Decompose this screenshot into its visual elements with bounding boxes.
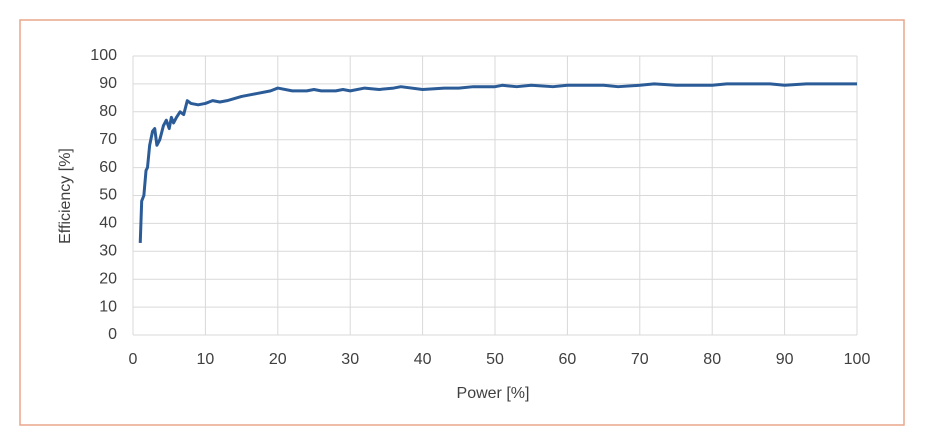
x-tick-label: 70 bbox=[631, 351, 649, 368]
data-line bbox=[138, 82, 857, 243]
y-tick-label: 80 bbox=[99, 103, 117, 120]
x-tick-label: 100 bbox=[844, 351, 871, 368]
x-axis-label: Power [%] bbox=[457, 385, 530, 402]
y-tick-label: 70 bbox=[99, 131, 117, 148]
x-tick-label: 90 bbox=[776, 351, 794, 368]
chart-frame bbox=[19, 19, 905, 426]
x-tick-label: 10 bbox=[197, 351, 215, 368]
y-tick-label: 50 bbox=[99, 187, 117, 204]
y-tick-label: 0 bbox=[108, 326, 117, 343]
x-tick-label: 80 bbox=[703, 351, 721, 368]
y-tick-label: 100 bbox=[90, 47, 117, 64]
x-tick-label: 0 bbox=[129, 351, 138, 368]
y-tick-label: 40 bbox=[99, 215, 117, 232]
y-tick-label: 30 bbox=[99, 243, 117, 260]
x-tick-label: 30 bbox=[341, 351, 359, 368]
y-tick-label: 10 bbox=[99, 298, 117, 315]
x-tick-label: 40 bbox=[414, 351, 432, 368]
x-tick-label: 50 bbox=[486, 351, 504, 368]
y-tick-label: 90 bbox=[99, 75, 117, 92]
x-tick-label: 60 bbox=[559, 351, 577, 368]
x-tick-label: 20 bbox=[269, 351, 287, 368]
y-tick-label: 60 bbox=[99, 159, 117, 176]
y-axis-label: Efficiency [%] bbox=[57, 148, 74, 244]
y-tick-label: 20 bbox=[99, 270, 117, 287]
